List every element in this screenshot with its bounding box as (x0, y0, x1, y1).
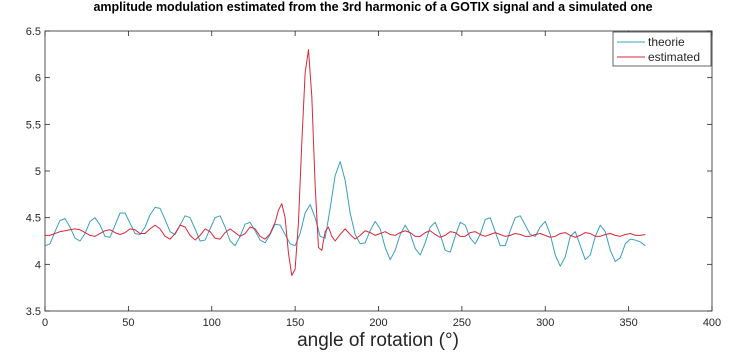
x-tick-label: 100 (203, 317, 221, 329)
x-axis-label: angle of rotation (°) (297, 330, 459, 351)
y-tick-label: 5 (35, 166, 41, 178)
y-tick-label: 4.5 (26, 213, 41, 225)
plot-area: 0 50 100 150 200 250 300 350 400 3.5 4 4.5 5 5.5 6 6.5 (26, 26, 721, 329)
x-tick-label: 150 (286, 317, 304, 329)
series-layer (44, 49, 646, 277)
x-tick-label: 400 (703, 317, 721, 329)
y-tick-label: 5.5 (26, 119, 41, 131)
axes-box (44, 30, 713, 312)
x-tick-label: 350 (619, 317, 637, 329)
y-tick-label: 3.5 (26, 306, 41, 318)
series-line-theorie (44, 161, 646, 267)
x-tick-label: 0 (42, 317, 48, 329)
ticks-layer: 0 50 100 150 200 250 300 350 400 3.5 4 4.5 5 5.5 6 6.5 (26, 26, 721, 329)
legend-label-estimated: estimated (648, 50, 700, 64)
legend-box (612, 31, 712, 67)
series-line-estimated (45, 49, 646, 277)
x-tick-label: 300 (536, 317, 554, 329)
y-tick-label: 6 (35, 73, 41, 85)
x-tick-label: 250 (453, 317, 471, 329)
chart-title: amplitude modulation estimated from the … (93, 0, 652, 14)
legend-label-theorie: theorie (648, 35, 685, 49)
y-tick-label: 4 (35, 259, 41, 271)
y-tick-label: 6.5 (26, 26, 41, 38)
x-tick-label: 50 (122, 317, 134, 329)
x-tick-label: 200 (369, 317, 387, 329)
